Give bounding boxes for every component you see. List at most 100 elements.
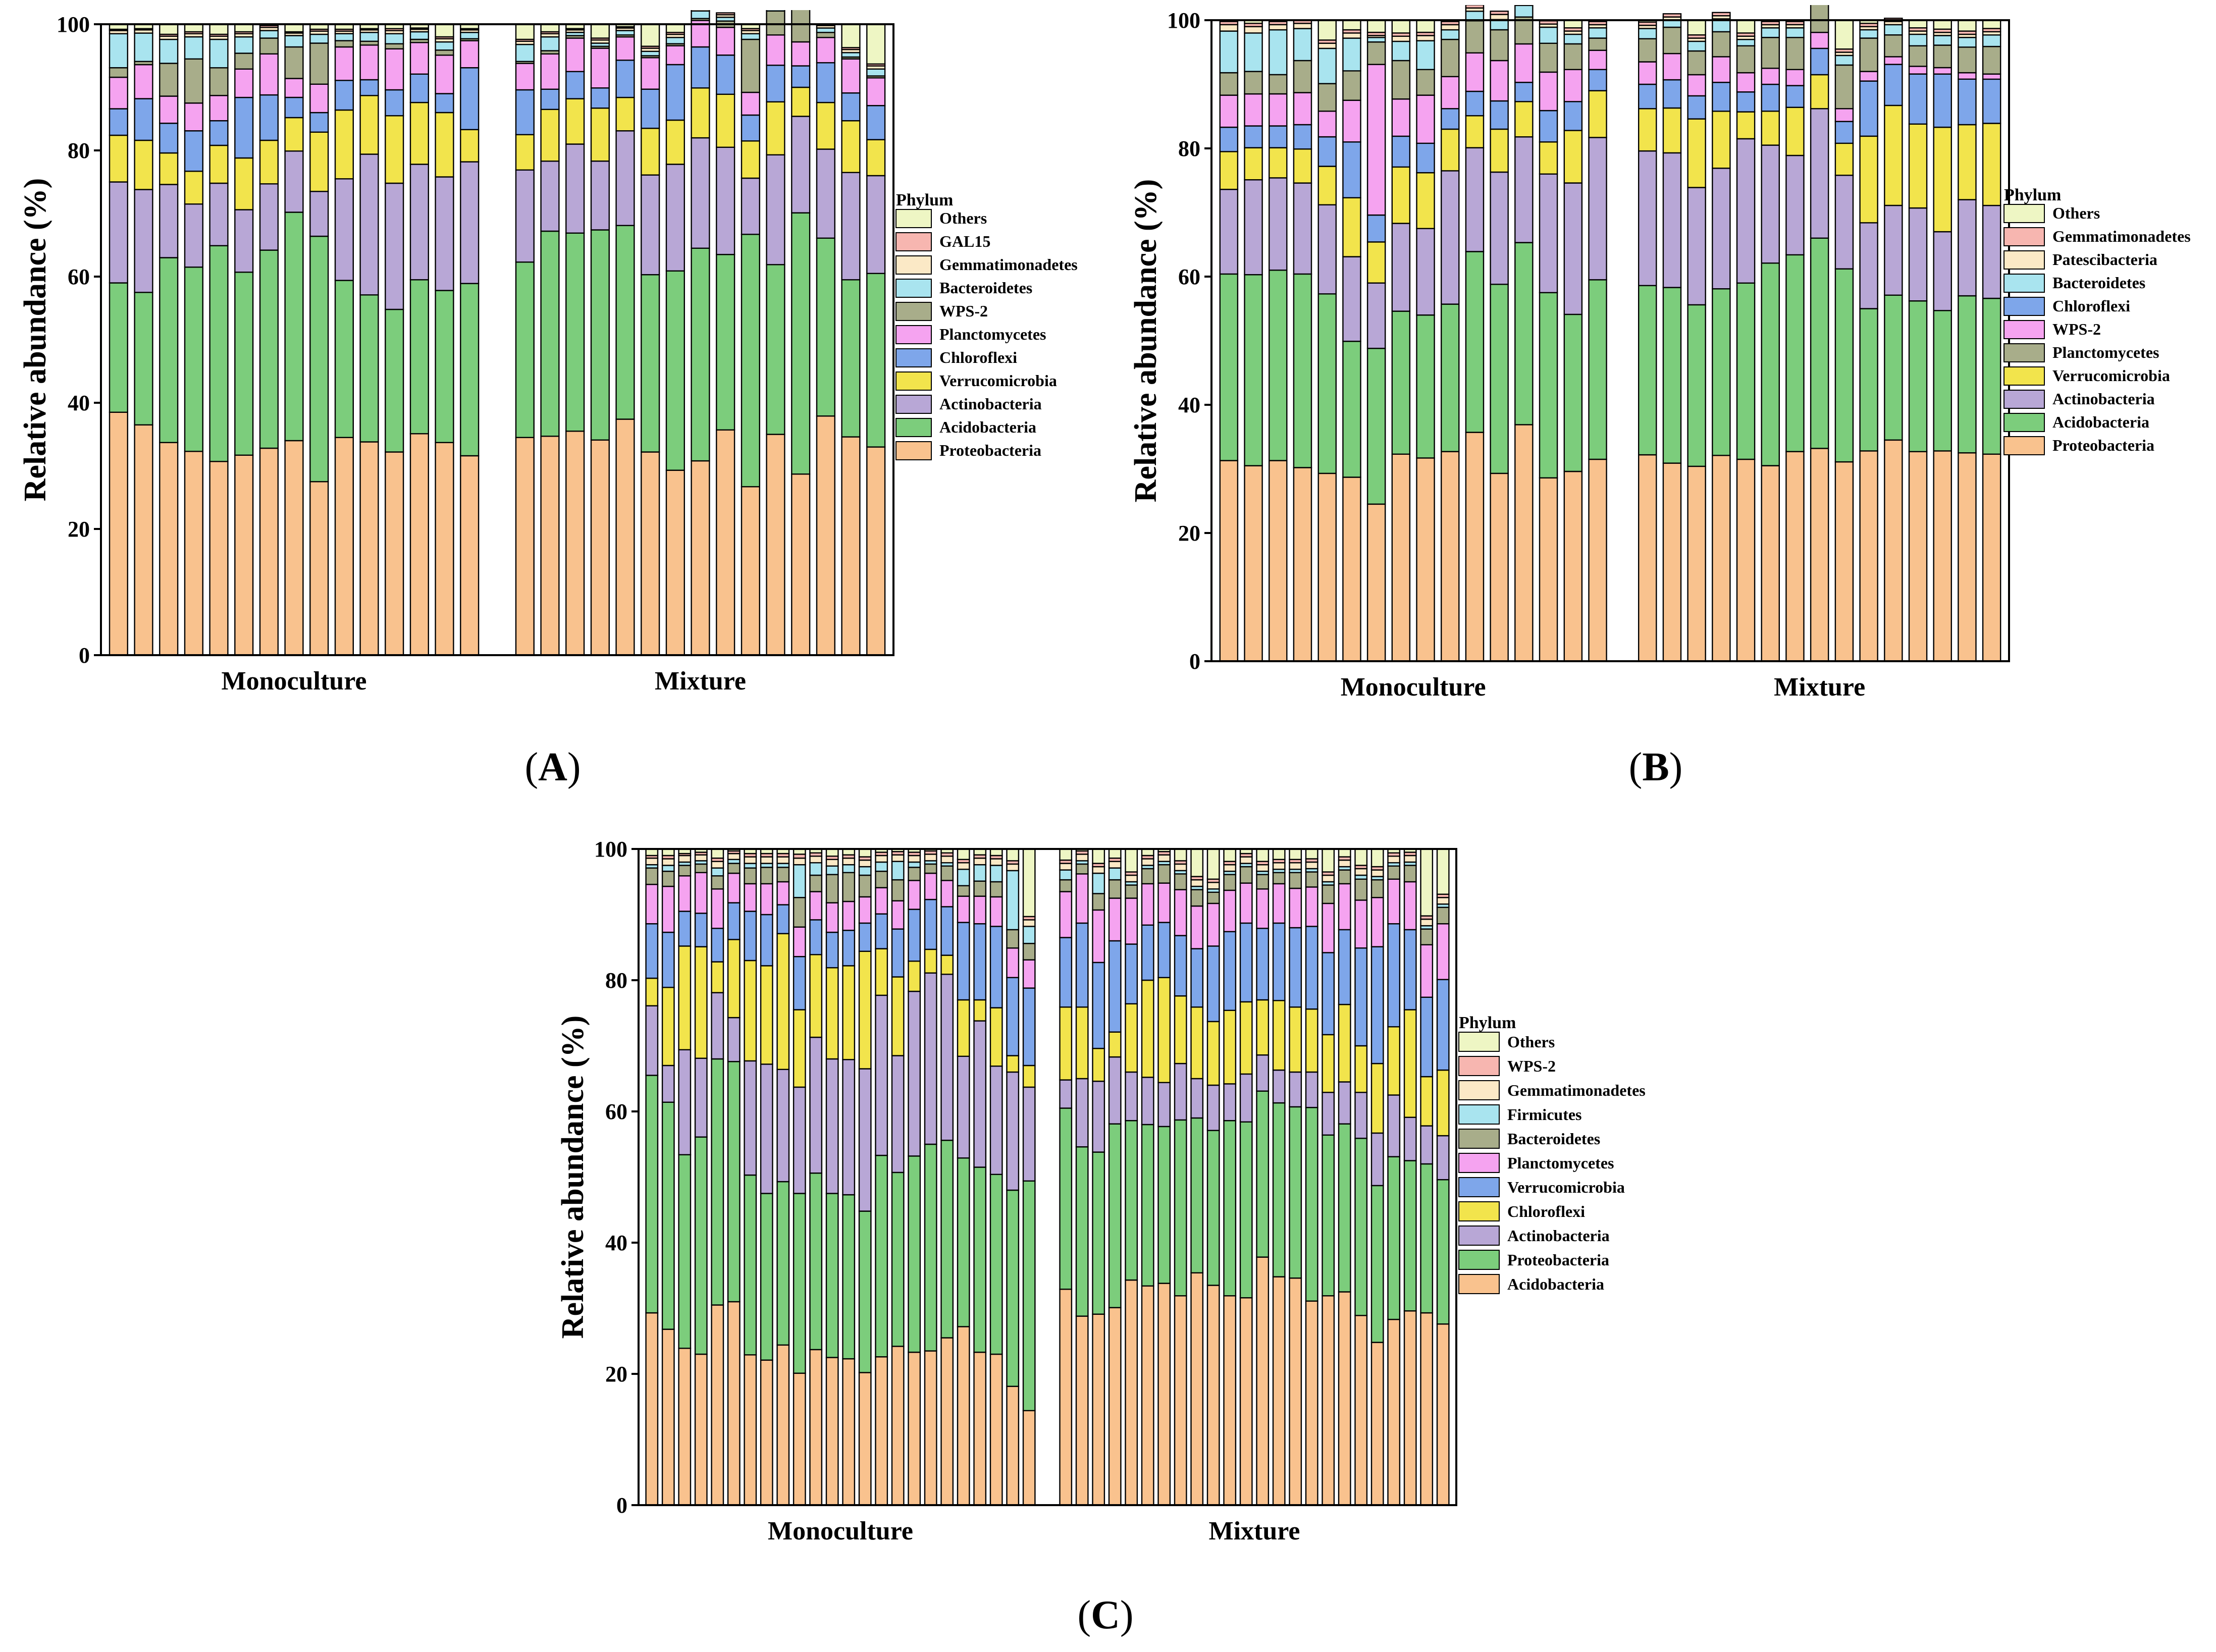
group-label: Monoculture bbox=[222, 667, 367, 696]
bar-segment bbox=[615, 225, 635, 420]
bar-segment bbox=[385, 115, 404, 184]
bar-segment bbox=[1219, 189, 1239, 275]
bar-segment bbox=[1712, 12, 1731, 17]
bar-segment bbox=[1539, 26, 1558, 44]
bar-segment bbox=[891, 879, 905, 901]
bar-segment bbox=[109, 181, 128, 284]
bar-segment bbox=[1305, 1107, 1318, 1302]
bar-segment bbox=[678, 855, 692, 863]
bar-segment bbox=[1436, 896, 1450, 905]
bar-segment bbox=[645, 867, 659, 885]
bar-segment bbox=[1092, 1313, 1105, 1506]
bar-segment bbox=[1223, 889, 1237, 933]
bar-segment bbox=[1239, 1121, 1253, 1299]
bar-segment bbox=[793, 955, 806, 1010]
bar-segment bbox=[159, 152, 179, 185]
bar-segment bbox=[741, 38, 760, 93]
legend-swatch bbox=[2003, 227, 2045, 246]
bar-segment bbox=[1317, 42, 1337, 49]
bar-segment bbox=[1884, 294, 1903, 441]
bar-segment bbox=[1370, 869, 1384, 877]
bar-segment bbox=[1490, 29, 1509, 62]
bar-segment bbox=[1416, 172, 1435, 229]
legend-label: Firmicutes bbox=[1507, 1105, 1582, 1124]
bar-segment bbox=[1338, 1003, 1351, 1083]
bar-segment bbox=[1420, 1163, 1434, 1314]
bar-segment bbox=[1712, 56, 1731, 83]
bar-segment bbox=[1059, 869, 1073, 881]
bar-segment bbox=[645, 883, 659, 925]
bar-segment bbox=[134, 32, 153, 62]
bar-segment bbox=[1092, 848, 1105, 864]
bar-segment bbox=[1293, 60, 1312, 93]
bar-segment bbox=[1834, 175, 1854, 270]
bar-segment bbox=[1366, 348, 1386, 505]
bar-segment bbox=[1403, 1310, 1417, 1506]
bar-segment bbox=[875, 1154, 888, 1358]
bar-segment bbox=[1317, 293, 1337, 474]
bar-segment bbox=[744, 1174, 757, 1356]
legend-label: WPS-2 bbox=[2052, 320, 2101, 338]
bar-segment bbox=[1366, 19, 1386, 33]
bar-segment bbox=[741, 114, 760, 142]
bar-segment bbox=[1272, 1102, 1286, 1277]
bar-segment bbox=[816, 62, 835, 103]
bar-segment bbox=[1366, 503, 1386, 662]
bar-segment bbox=[359, 44, 379, 81]
bar-segment bbox=[816, 32, 835, 38]
bar-segment bbox=[1736, 91, 1756, 113]
bar-segment bbox=[334, 46, 354, 81]
bar-segment bbox=[957, 1157, 970, 1327]
bar-segment bbox=[109, 33, 128, 69]
legend-label: WPS-2 bbox=[939, 302, 988, 320]
bar-segment bbox=[565, 232, 585, 432]
bar-segment bbox=[1810, 237, 1829, 449]
bar-segment bbox=[540, 161, 560, 232]
legend-label: Bacteroidetes bbox=[2052, 274, 2145, 292]
bar-segment bbox=[1588, 49, 1607, 70]
bar-segment bbox=[1958, 19, 1977, 32]
bar-segment bbox=[727, 1301, 741, 1506]
bar-segment bbox=[1293, 148, 1312, 184]
bar-segment bbox=[1141, 883, 1154, 926]
bar-segment bbox=[309, 42, 329, 85]
bar-segment bbox=[791, 473, 811, 656]
y-axis-label: Relative abundance (%) bbox=[1129, 179, 1163, 503]
bar-segment bbox=[1490, 60, 1509, 102]
bar-segment bbox=[908, 1351, 921, 1506]
bar-segment bbox=[1022, 926, 1036, 944]
legend-swatch bbox=[895, 279, 932, 298]
bar-segment bbox=[957, 862, 970, 870]
bar-segment bbox=[809, 862, 823, 876]
bar-segment bbox=[908, 990, 921, 1157]
legend-label: Bacteroidetes bbox=[939, 279, 1032, 297]
bar-segment bbox=[309, 481, 329, 656]
bar-segment bbox=[1539, 110, 1558, 143]
bar-segment bbox=[711, 875, 724, 890]
bar-segment bbox=[744, 867, 757, 885]
bar-segment bbox=[940, 974, 954, 1141]
bar-segment bbox=[1490, 128, 1509, 173]
bar-segment bbox=[234, 96, 254, 159]
bar-segment bbox=[1859, 37, 1878, 72]
y-tick-label: 100 bbox=[594, 837, 627, 862]
bar-segment bbox=[540, 109, 560, 162]
bar-segment bbox=[908, 909, 921, 962]
bar-segment bbox=[109, 76, 128, 110]
bar-segment bbox=[1174, 889, 1187, 936]
bar-segment bbox=[1293, 23, 1312, 29]
bar-segment bbox=[1391, 166, 1411, 224]
bar-segment bbox=[875, 870, 888, 888]
bar-segment bbox=[1638, 38, 1657, 63]
bar-segment bbox=[209, 182, 229, 247]
bar-segment bbox=[711, 867, 724, 877]
bar-segment bbox=[1256, 888, 1270, 929]
bar-segment bbox=[875, 855, 888, 863]
bar-segment bbox=[711, 1058, 724, 1306]
bar-segment bbox=[957, 922, 970, 1001]
bar-segment bbox=[1190, 889, 1204, 907]
bar-segment bbox=[1293, 467, 1312, 662]
bar-segment bbox=[816, 27, 835, 33]
bar-segment bbox=[1391, 223, 1411, 312]
